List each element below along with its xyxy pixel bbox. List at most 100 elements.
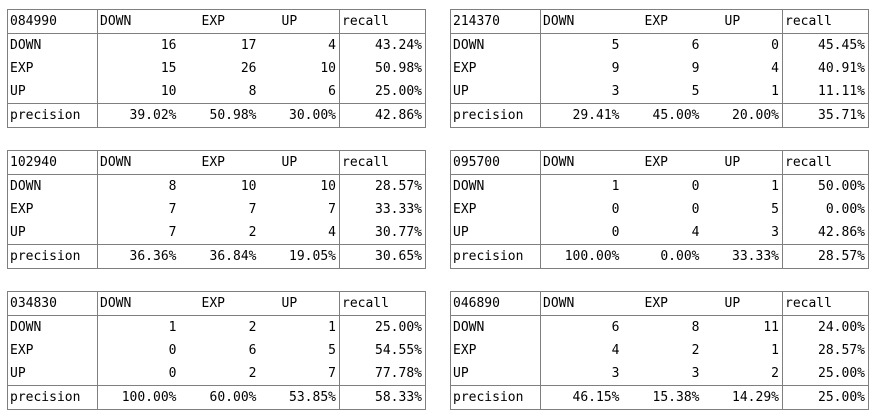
row-label: UP: [450, 362, 541, 386]
recall-value: 33.33%: [339, 198, 426, 221]
cell-value: 2: [248, 225, 257, 240]
cell-value: 8: [97, 174, 180, 198]
recall-value: 11.11%: [782, 80, 869, 104]
cell-value: 26: [240, 61, 257, 76]
row-label: UP: [7, 362, 98, 386]
cell-value: 0: [540, 221, 623, 245]
cell-value: 7: [97, 221, 180, 245]
precision-value: 53.85%: [259, 385, 340, 410]
cell-value: 10: [259, 57, 340, 80]
header-row: 084990 DOWN EXP UP recall: [7, 9, 426, 34]
matrix-id: 046890: [450, 291, 541, 316]
confusion-matrix-084990: 084990 DOWN EXP UP recall DOWN 16 17 4 43.24% EXP 1…: [7, 9, 426, 128]
precision-value: 50.98%: [179, 103, 260, 128]
cell-value: 0: [691, 202, 700, 217]
precision-value: 19.05%: [259, 244, 340, 269]
col-header-up: UP: [259, 291, 340, 316]
confusion-matrix-095700: 095700 DOWN EXP UP recall DOWN 1 0 1 50.00% EXP 0 0 5…: [450, 150, 869, 269]
cell-value: 0: [97, 362, 180, 386]
recall-value: 24.00%: [782, 315, 869, 339]
row-label: DOWN: [450, 315, 541, 339]
cell-value: 1: [540, 174, 623, 198]
overall-accuracy: 58.33%: [339, 385, 426, 410]
cell-value: 9: [540, 57, 623, 80]
precision-value: 20.00%: [702, 103, 783, 128]
recall-value: 77.78%: [339, 362, 426, 386]
table-row: UP 7 2 4 30.77%: [7, 221, 426, 245]
col-header-exp: EXP: [179, 150, 260, 175]
table-row: EXP 9 9 4 40.91%: [450, 57, 869, 80]
table-row: UP 3 3 2 25.00%: [450, 362, 869, 386]
recall-value: 54.55%: [339, 339, 426, 362]
confusion-matrix-046890: 046890 DOWN EXP UP recall DOWN 6 8 11 24.00% EXP 4 2…: [450, 291, 869, 410]
cell-value: 1: [702, 339, 783, 362]
recall-header: recall: [782, 291, 869, 316]
table-row: UP 3 5 1 11.11%: [450, 80, 869, 104]
header-row: 102940 DOWN EXP UP recall: [7, 150, 426, 175]
cell-value: 10: [240, 179, 257, 194]
cell-value: 2: [702, 362, 783, 386]
matrix-table: 046890 DOWN EXP UP recall DOWN 6 8 11 24.00% EXP 4 2…: [450, 291, 869, 410]
precision-value: 100.00%: [540, 244, 623, 269]
precision-label: precision: [450, 385, 541, 410]
cell-value: 2: [248, 366, 257, 381]
recall-value: 40.91%: [782, 57, 869, 80]
matrix-id: 102940: [7, 150, 98, 175]
col-header-down: DOWN: [540, 291, 623, 316]
precision-label: precision: [7, 103, 98, 128]
cell-value: 0: [540, 198, 623, 221]
precision-value: 60.00%: [179, 385, 260, 410]
cell-value: 10: [97, 80, 180, 104]
precision-value: 15.38%: [622, 385, 703, 410]
cell-value: 4: [540, 339, 623, 362]
cell-value: 5: [702, 198, 783, 221]
cell-value: 1: [702, 80, 783, 104]
precision-value: 30.00%: [259, 103, 340, 128]
cell-value: 15: [97, 57, 180, 80]
col-header-up: UP: [702, 150, 783, 175]
row-label: DOWN: [7, 174, 98, 198]
overall-accuracy: 25.00%: [782, 385, 869, 410]
overall-accuracy: 30.65%: [339, 244, 426, 269]
row-label: UP: [450, 221, 541, 245]
row-label: EXP: [7, 57, 98, 80]
header-row: 095700 DOWN EXP UP recall: [450, 150, 869, 175]
col-header-exp: EXP: [179, 291, 260, 316]
cell-value: 6: [540, 315, 623, 339]
recall-value: 25.00%: [339, 315, 426, 339]
matrix-table: 102940 DOWN EXP UP recall DOWN 8 10 10 28.57% EXP 7…: [7, 150, 426, 269]
precision-value: 46.15%: [540, 385, 623, 410]
row-label: EXP: [7, 198, 98, 221]
matrix-id: 084990: [7, 9, 98, 34]
cell-value: 16: [97, 33, 180, 57]
row-label: DOWN: [450, 33, 541, 57]
col-header-down: DOWN: [97, 291, 180, 316]
cell-value: 4: [691, 225, 700, 240]
cell-value: 9: [691, 61, 700, 76]
matrix-table: 214370 DOWN EXP UP recall DOWN 5 6 0 45.45% EXP 9 9 4…: [450, 9, 869, 128]
cell-value: 7: [248, 202, 257, 217]
cell-value: 10: [259, 174, 340, 198]
cell-value: 7: [97, 198, 180, 221]
precision-value: 0.00%: [622, 244, 703, 269]
recall-value: 25.00%: [782, 362, 869, 386]
precision-label: precision: [450, 103, 541, 128]
cell-value: 8: [248, 84, 257, 99]
matrix-id: 214370: [450, 9, 541, 34]
cell-value: 6: [259, 80, 340, 104]
recall-value: 0.00%: [782, 198, 869, 221]
table-row: UP 0 4 3 42.86%: [450, 221, 869, 245]
recall-value: 30.77%: [339, 221, 426, 245]
cell-value: 7: [259, 198, 340, 221]
row-label: UP: [7, 221, 98, 245]
cell-value: 6: [691, 38, 700, 53]
cell-value: 1: [702, 174, 783, 198]
cell-value: 3: [540, 362, 623, 386]
overall-accuracy: 42.86%: [339, 103, 426, 128]
confusion-matrix-102940: 102940 DOWN EXP UP recall DOWN 8 10 10 28.57% EXP 7…: [7, 150, 426, 269]
cell-value: 8: [691, 320, 700, 335]
recall-value: 28.57%: [782, 339, 869, 362]
row-label: EXP: [450, 339, 541, 362]
row-label: UP: [7, 80, 98, 104]
header-row: 214370 DOWN EXP UP recall: [450, 9, 869, 34]
